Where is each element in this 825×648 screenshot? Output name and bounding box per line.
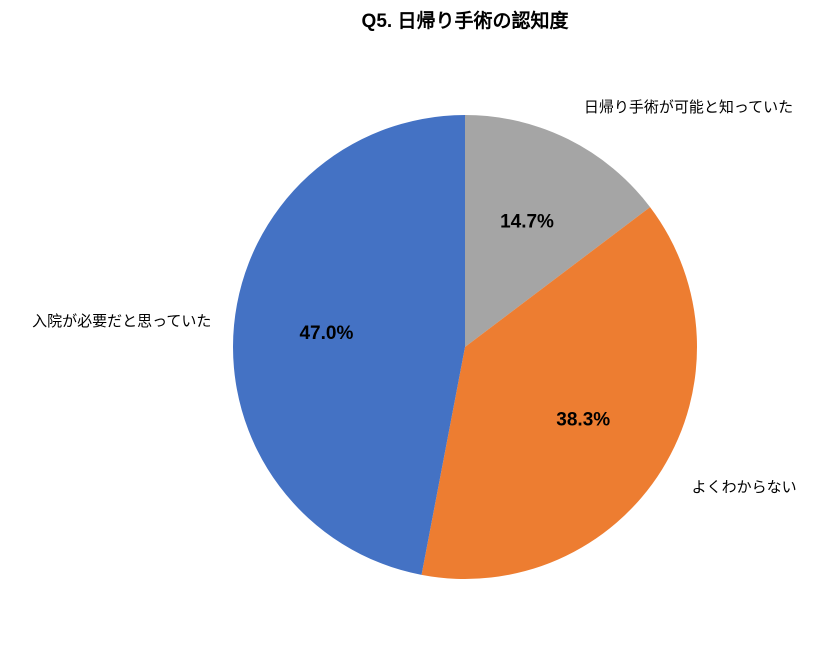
pie-slice	[421, 207, 698, 579]
value-label: 14.7%	[500, 211, 554, 232]
value-label: 38.3%	[556, 409, 610, 430]
category-label: 日帰り手術が可能と知っていた	[584, 98, 793, 116]
pie-slice	[233, 115, 465, 575]
pie-slice	[465, 115, 651, 347]
value-label: 47.0%	[299, 323, 353, 344]
category-label: 入院が必要だと思っていた	[32, 312, 211, 330]
category-label: よくわからない	[692, 479, 797, 496]
chart-title: Q5. 日帰り手術の認知度	[362, 9, 570, 32]
